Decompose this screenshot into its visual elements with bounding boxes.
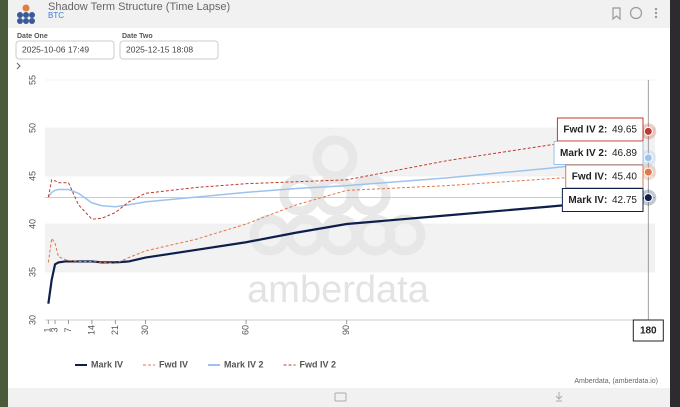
x-hover-label: 180 — [640, 326, 657, 337]
background-strip — [0, 0, 8, 407]
date-one-value: 2025-10-06 17:49 — [22, 44, 89, 54]
legend-label[interactable]: Mark IV 2 — [224, 359, 264, 369]
y-tick-label: 45 — [27, 171, 37, 181]
hover-marker — [643, 126, 653, 136]
menu-icon[interactable] — [654, 7, 658, 19]
credit: Amberdata, (amberdata.io) — [574, 378, 658, 385]
legend: Mark IV Fwd IV Mark IV 2 Fwd IV 2 — [75, 359, 336, 369]
x-tick-label: 60 — [240, 325, 250, 335]
tooltip-box: Fwd IV 45.40: — [565, 164, 644, 189]
x-tick-label: 21 — [110, 325, 120, 335]
tooltip-separator: : — [604, 195, 607, 206]
hover-marker — [643, 167, 653, 177]
logo — [17, 4, 35, 24]
hover-marker — [643, 193, 653, 203]
x-hover-frame — [632, 319, 664, 342]
date-two-value: 2025-12-15 18:08 — [126, 44, 193, 54]
y-tick-label: 50 — [27, 123, 37, 133]
tooltip-box: Mark IV 2 46.89: — [553, 141, 644, 165]
bookmark-icon[interactable] — [612, 7, 621, 21]
subtitle: BTC — [48, 11, 64, 20]
x-tick-label: 1 — [43, 327, 53, 332]
tooltip-value: 42.75 — [612, 195, 637, 206]
tooltip-frame — [561, 188, 644, 212]
title: Shadow Term Structure (Time Lapse) — [48, 1, 230, 13]
x-tick-label: 90 — [341, 325, 351, 335]
date-two-label: Date Two — [122, 33, 153, 40]
y-tick-label: 35 — [27, 267, 37, 277]
y-tick-label: 55 — [27, 75, 37, 85]
series-line — [47, 196, 649, 304]
tooltip-name: Fwd IV 2 — [563, 125, 604, 136]
tooltip-name: Mark IV — [568, 195, 604, 206]
date-two-input[interactable] — [119, 40, 219, 60]
header-icons[interactable] — [612, 6, 658, 21]
y-tick-label: 30 — [27, 315, 37, 325]
x-tick-label: 7 — [63, 327, 73, 332]
x-tick-label: 30 — [140, 325, 150, 335]
hover-marker — [643, 153, 653, 163]
tooltip-value: 45.40 — [612, 172, 637, 183]
legend-label[interactable]: Mark IV — [91, 359, 123, 369]
series-line — [47, 157, 649, 208]
date-one-label: Date One — [17, 33, 48, 40]
tooltip-separator: : — [604, 172, 607, 183]
tooltip-box: Fwd IV 2 49.65: — [556, 117, 644, 142]
x-tick-label: 14 — [86, 325, 96, 335]
series-line — [47, 130, 649, 220]
tooltip-value: 49.65 — [612, 125, 637, 136]
tooltip-name: Mark IV 2 — [560, 148, 604, 159]
info-icon[interactable] — [629, 6, 643, 20]
tooltip-separator: : — [604, 125, 607, 136]
tooltip-box: Mark IV 42.75: — [561, 188, 644, 212]
tooltip-value: 46.89 — [612, 148, 637, 159]
x-tick-label: 3 — [49, 327, 59, 332]
watermark: amberdata — [247, 269, 430, 311]
legend-label[interactable]: Fwd IV 2 — [300, 359, 337, 369]
expand-chevron[interactable] — [16, 62, 21, 70]
footer-icons[interactable] — [334, 392, 563, 402]
download-icon[interactable] — [555, 392, 563, 402]
date-one-input[interactable] — [15, 40, 115, 60]
tooltip-separator: : — [604, 148, 607, 159]
tooltip-name: Fwd IV — [572, 172, 605, 183]
footer-bar — [8, 388, 670, 407]
legend-label[interactable]: Fwd IV — [159, 359, 188, 369]
background-strip — [670, 0, 680, 407]
y-tick-label: 40 — [27, 219, 37, 229]
camera-icon[interactable] — [334, 392, 347, 402]
card — [8, 0, 670, 407]
series-line — [47, 171, 649, 264]
header-bar — [8, 0, 670, 28]
